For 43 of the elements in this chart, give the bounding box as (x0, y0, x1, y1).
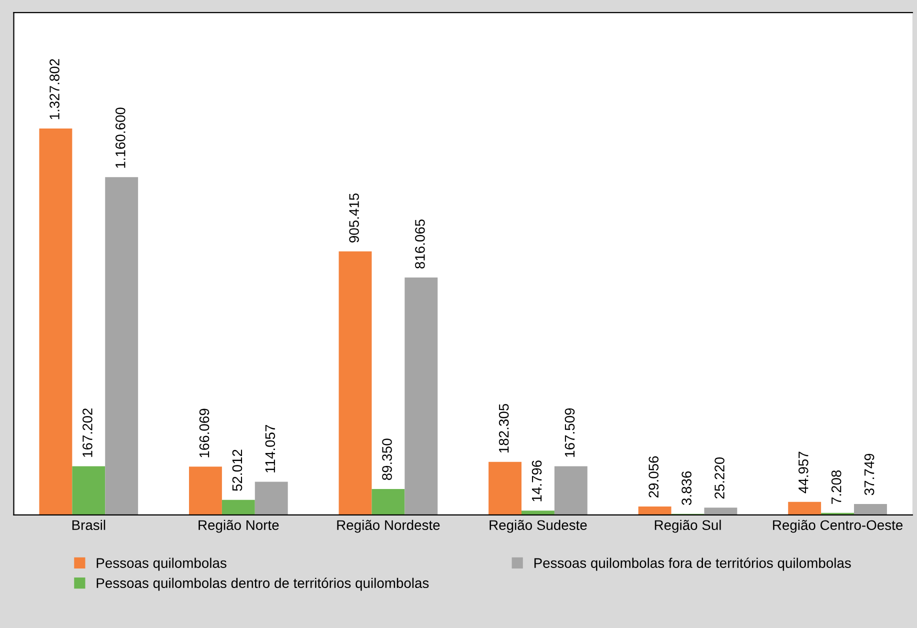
data-label: 166.069 (199, 408, 210, 458)
data-label: 14.796 (532, 460, 542, 502)
data-label: 167.509 (564, 408, 575, 457)
bar (854, 504, 887, 515)
bar (72, 466, 106, 515)
bar (105, 177, 138, 515)
bar (522, 510, 554, 515)
data-label: 114.057 (265, 424, 276, 472)
bar (222, 500, 255, 515)
data-label: 89.350 (382, 438, 392, 480)
legend-label: Pessoas quilombolas fora de territórios quilombolas (534, 558, 851, 571)
bar (338, 251, 372, 515)
data-label: 816.065 (415, 219, 425, 269)
x-tick-label: Região Centro-Oeste (773, 520, 903, 533)
bar (488, 462, 522, 515)
data-label: 182.305 (498, 404, 509, 453)
data-label: 1.160.600 (115, 108, 126, 168)
bar (638, 506, 672, 515)
data-label: 1.327.802 (50, 59, 60, 120)
data-label: 37.749 (864, 454, 874, 496)
x-tick-label: Região Sul (654, 520, 721, 533)
bar (788, 502, 822, 515)
x-tick-label: Região Norte (198, 520, 279, 533)
data-label: 167.202 (82, 408, 92, 457)
bar (372, 488, 405, 515)
bar (704, 508, 738, 515)
data-label: 29.056 (648, 456, 659, 498)
legend-label: Pessoas quilombolas (96, 558, 226, 571)
bar (39, 128, 72, 515)
data-label: 3.836 (682, 471, 692, 505)
bar (554, 466, 588, 515)
data-label: 25.220 (714, 457, 724, 499)
bar (188, 466, 222, 515)
data-label: 44.957 (798, 452, 808, 494)
data-label: 52.012 (232, 450, 242, 491)
x-tick-label: Região Sudeste (490, 520, 587, 533)
data-label: 905.415 (349, 193, 359, 242)
x-tick-label: Brasil (72, 520, 106, 530)
data-label: 7.208 (831, 470, 842, 504)
bar (404, 277, 438, 515)
x-tick-label: Região Nordeste (337, 520, 440, 533)
bar (254, 482, 288, 515)
legend-label: Pessoas quilombolas dentro de territórios quilombolas (96, 578, 429, 591)
